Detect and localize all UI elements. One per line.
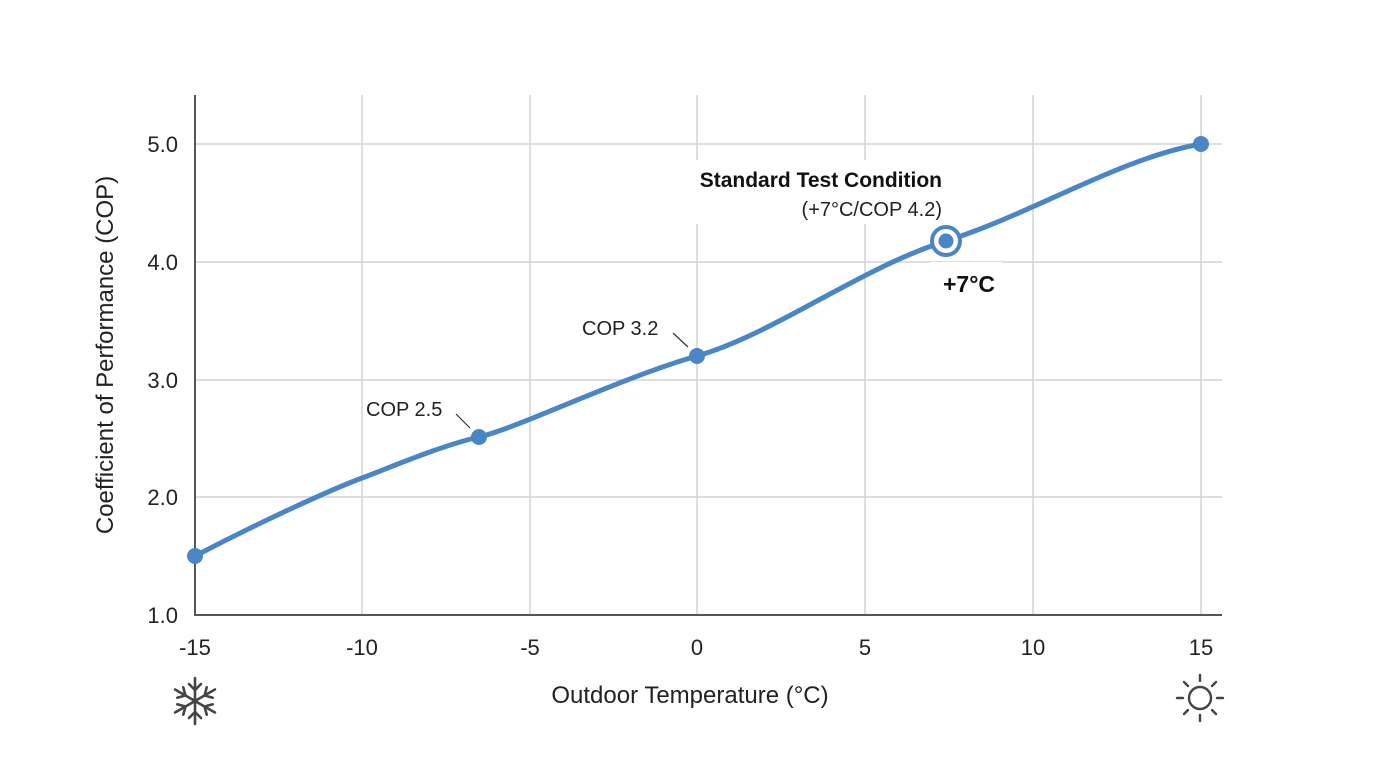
grid-horizontal bbox=[195, 143, 1222, 498]
annotation-standard-test-sub: (+7°C/COP 4.2) bbox=[802, 199, 942, 221]
sun-icon bbox=[1175, 673, 1225, 723]
y-tick: 3.0 bbox=[147, 368, 178, 393]
x-axis-title: Outdoor Temperature (°C) bbox=[551, 682, 828, 709]
snowflake-icon bbox=[173, 676, 217, 726]
annotation-standard-test-title: Standard Test Condition bbox=[700, 169, 942, 192]
annotation-cop-3-2: COP 3.2 bbox=[582, 318, 658, 340]
data-point bbox=[1193, 136, 1209, 152]
y-tick: 1.0 bbox=[147, 603, 178, 628]
x-tick-labels: -15 -10 -5 0 5 10 15 bbox=[179, 635, 1213, 660]
data-point bbox=[187, 548, 203, 564]
leader-line bbox=[672, 332, 689, 348]
x-tick: -10 bbox=[346, 635, 378, 660]
annotation-plus7-marker: +7°C bbox=[943, 271, 995, 297]
y-tick: 4.0 bbox=[147, 250, 178, 275]
y-tick: 5.0 bbox=[147, 132, 178, 157]
y-axis-title: Coefficient of Performance (COP) bbox=[92, 176, 119, 534]
cop-line bbox=[192, 141, 1204, 559]
x-tick: 15 bbox=[1189, 635, 1213, 660]
data-point bbox=[689, 348, 705, 364]
highlight-point bbox=[930, 225, 962, 257]
x-tick: 10 bbox=[1021, 635, 1045, 660]
x-tick: 5 bbox=[859, 635, 871, 660]
leader-line bbox=[455, 413, 471, 429]
annotation-cop-2-5: COP 2.5 bbox=[366, 399, 442, 421]
y-tick: 2.0 bbox=[147, 485, 178, 510]
x-tick: 0 bbox=[691, 635, 703, 660]
data-point bbox=[471, 429, 487, 445]
x-tick: -15 bbox=[179, 635, 211, 660]
y-tick-labels: 1.0 2.0 3.0 4.0 5.0 bbox=[147, 132, 178, 628]
x-tick: -5 bbox=[520, 635, 540, 660]
